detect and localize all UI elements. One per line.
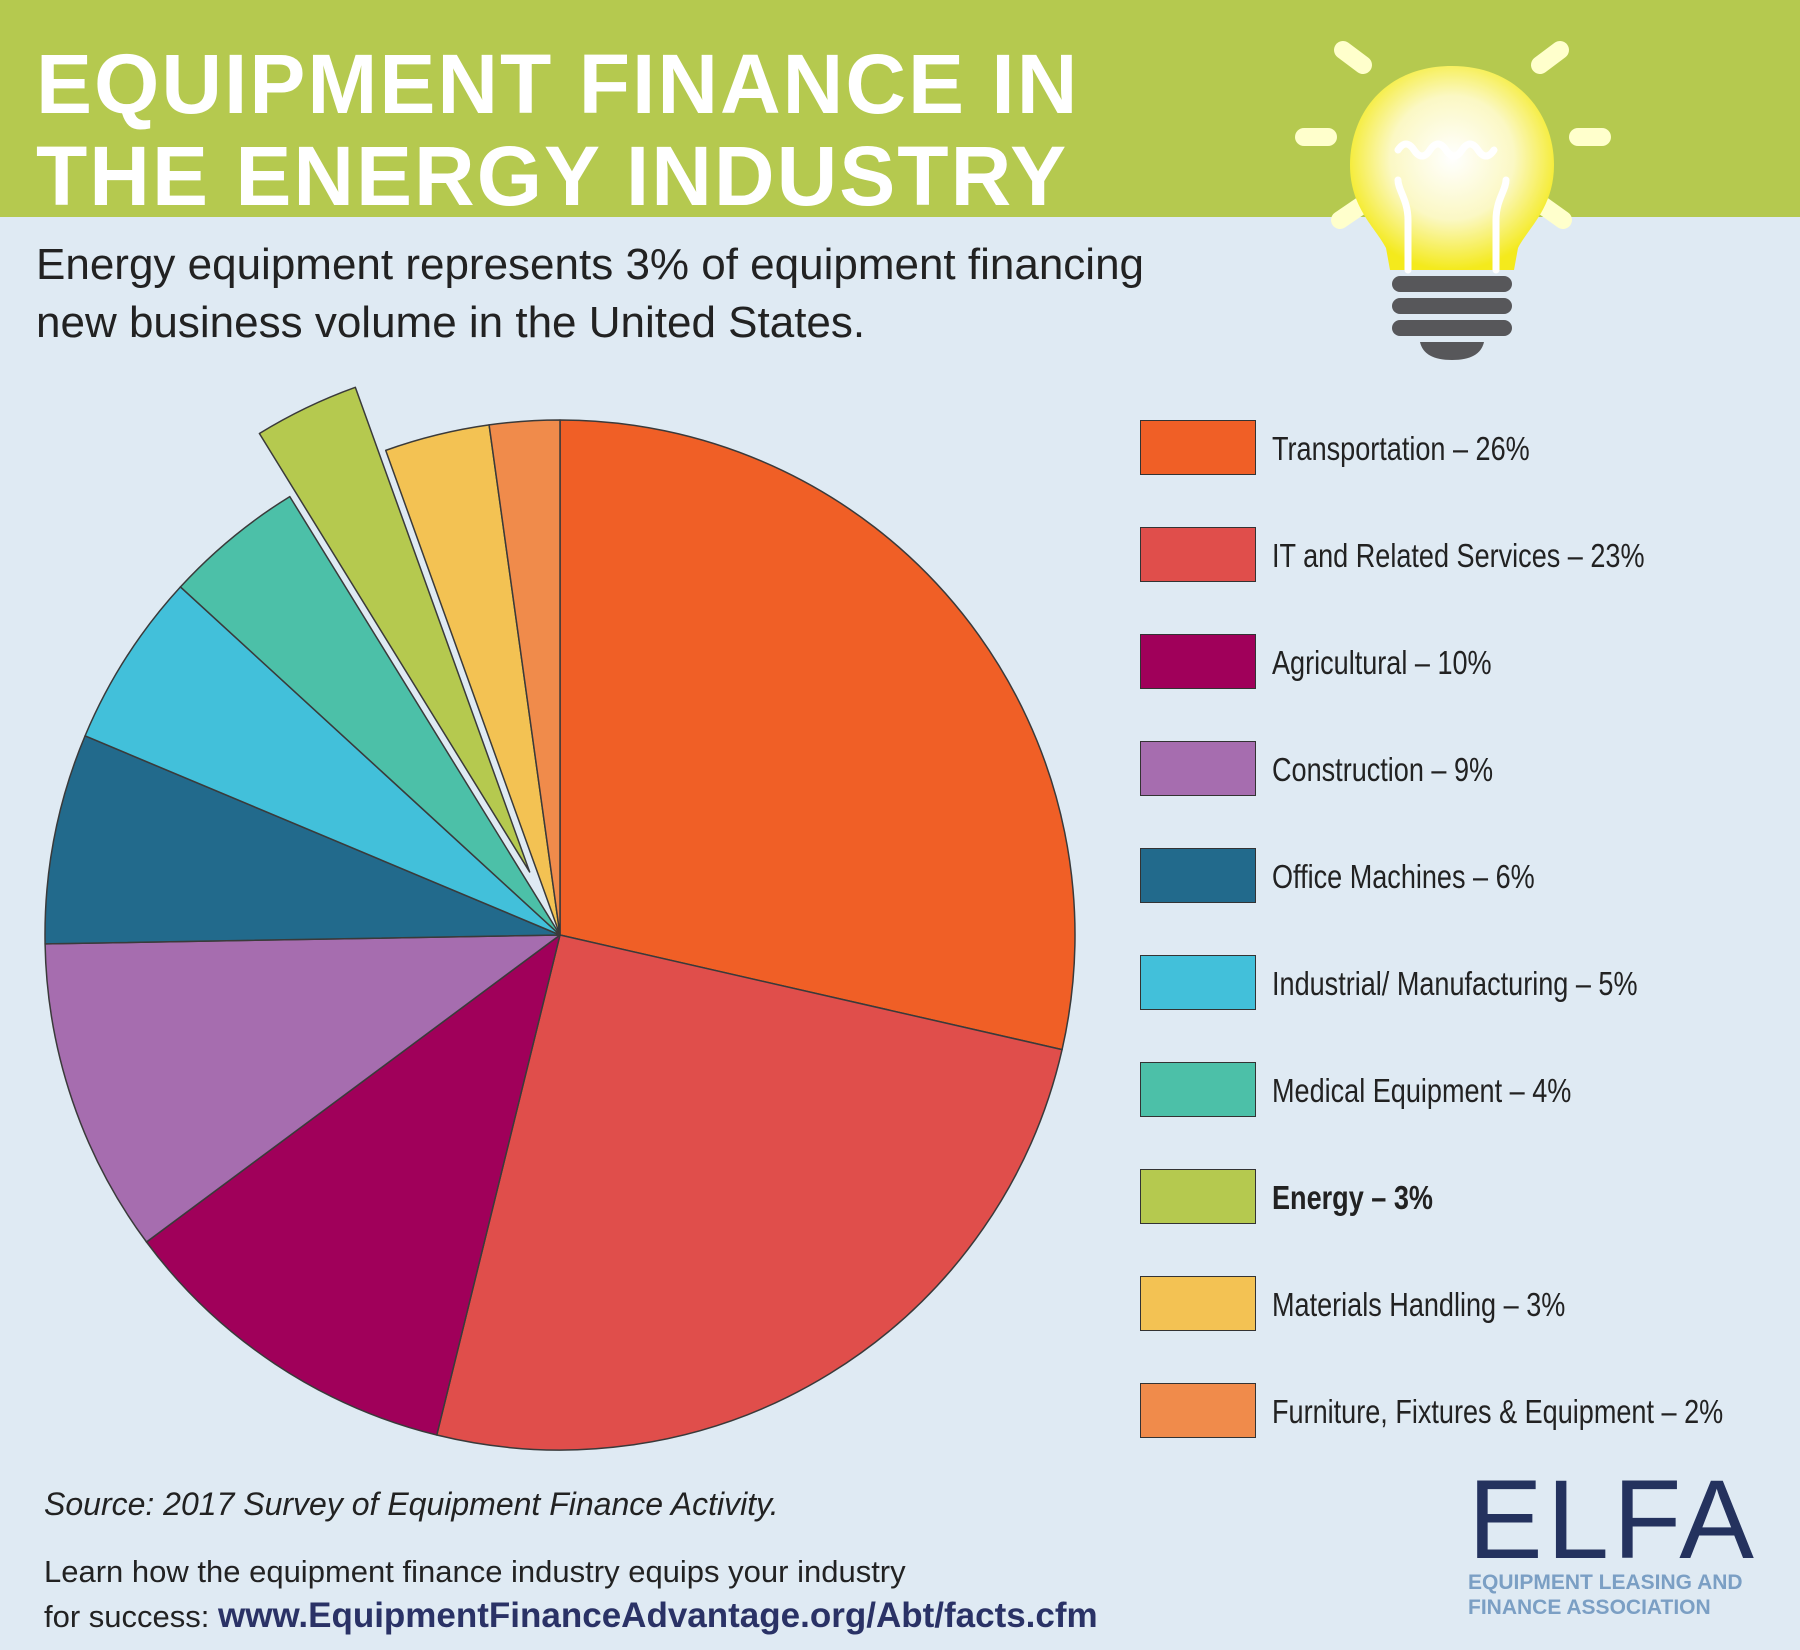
legend-swatch-furniture-fixtures-equipment: [1140, 1383, 1256, 1438]
cta-line-1: Learn how the equipment finance industry…: [44, 1554, 906, 1589]
pie-slice-furniture-fixtures-equipment: [488, 419, 561, 936]
legend-label-agricultural: Agricultural – 10%: [1272, 644, 1492, 681]
legend-item-industrial-manufacturing: Industrial/ Manufacturing – 5%: [1140, 955, 1780, 1012]
legend-label-medical-equipment: Medical Equipment – 4%: [1272, 1072, 1572, 1109]
source-note: Source: 2017 Survey of Equipment Finance…: [44, 1486, 779, 1522]
legend-label-furniture-fixtures-equipment: Furniture, Fixtures & Equipment – 2%: [1272, 1393, 1724, 1430]
legend-label-industrial-manufacturing: Industrial/ Manufacturing – 5%: [1272, 965, 1638, 1002]
legend-swatch-energy: [1140, 1169, 1256, 1224]
legend-label-materials-handling: Materials Handling – 3%: [1272, 1286, 1566, 1323]
legend-item-office-machines: Office Machines – 6%: [1140, 848, 1780, 905]
legend-label-energy: Energy – 3%: [1272, 1179, 1433, 1216]
legend-item-construction: Construction – 9%: [1140, 741, 1780, 798]
legend-item-materials-handling: Materials Handling – 3%: [1140, 1276, 1780, 1333]
legend-swatch-materials-handling: [1140, 1276, 1256, 1331]
page-title: EQUIPMENT FINANCE IN THE ENERGY INDUSTRY: [36, 37, 1080, 223]
elfa-tagline: EQUIPMENT LEASING AND FINANCE ASSOCIATIO…: [1468, 1571, 1743, 1619]
legend-item-it-and-related-services: IT and Related Services – 23%: [1140, 527, 1780, 584]
pie-slice-medical-equipment: [179, 495, 561, 936]
legend-swatch-office-machines: [1140, 848, 1256, 903]
legend-swatch-industrial-manufacturing: [1140, 955, 1256, 1010]
cta-text: Learn how the equipment finance industry…: [44, 1550, 1098, 1639]
pie-chart: [44, 386, 1076, 1451]
chart-subtitle: Energy equipment represents 3% of equipm…: [36, 240, 1145, 347]
legend-label-office-machines: Office Machines – 6%: [1272, 858, 1535, 895]
legend-swatch-medical-equipment: [1140, 1062, 1256, 1117]
pie-slice-construction: [44, 934, 561, 1243]
legend-swatch-agricultural: [1140, 634, 1256, 689]
legend-swatch-it-and-related-services: [1140, 527, 1256, 582]
pie-slice-agricultural: [145, 934, 561, 1436]
facts-link[interactable]: www.EquipmentFinanceAdvantage.org/Abt/fa…: [218, 1596, 1098, 1635]
pie-slice-it-and-related-services: [436, 934, 1063, 1451]
legend-swatch-transportation: [1140, 420, 1256, 475]
legend-item-medical-equipment: Medical Equipment – 4%: [1140, 1062, 1780, 1119]
pie-slice-energy: [258, 386, 531, 873]
legend-label-it-and-related-services: IT and Related Services – 23%: [1272, 537, 1645, 574]
legend-label-transportation: Transportation – 26%: [1272, 430, 1530, 467]
elfa-wordmark: ELFA: [1468, 1457, 1758, 1582]
legend-item-furniture-fixtures-equipment: Furniture, Fixtures & Equipment – 2%: [1140, 1383, 1780, 1440]
pie-slice-transportation: [559, 419, 1076, 1051]
legend-item-transportation: Transportation – 26%: [1140, 420, 1780, 477]
legend-item-agricultural: Agricultural – 10%: [1140, 634, 1780, 691]
legend-swatch-construction: [1140, 741, 1256, 796]
legend-label-construction: Construction – 9%: [1272, 751, 1494, 788]
pie-slice-office-machines: [44, 735, 561, 945]
legend-item-energy: Energy – 3%: [1140, 1169, 1780, 1226]
elfa-logo: ELFA EQUIPMENT LEASING AND FINANCE ASSOC…: [1468, 1457, 1768, 1628]
pie-slice-industrial-manufacturing: [84, 586, 561, 936]
cta-line-2-prefix: for success:: [44, 1599, 218, 1634]
lightbulb-icon: [1295, 41, 1611, 360]
